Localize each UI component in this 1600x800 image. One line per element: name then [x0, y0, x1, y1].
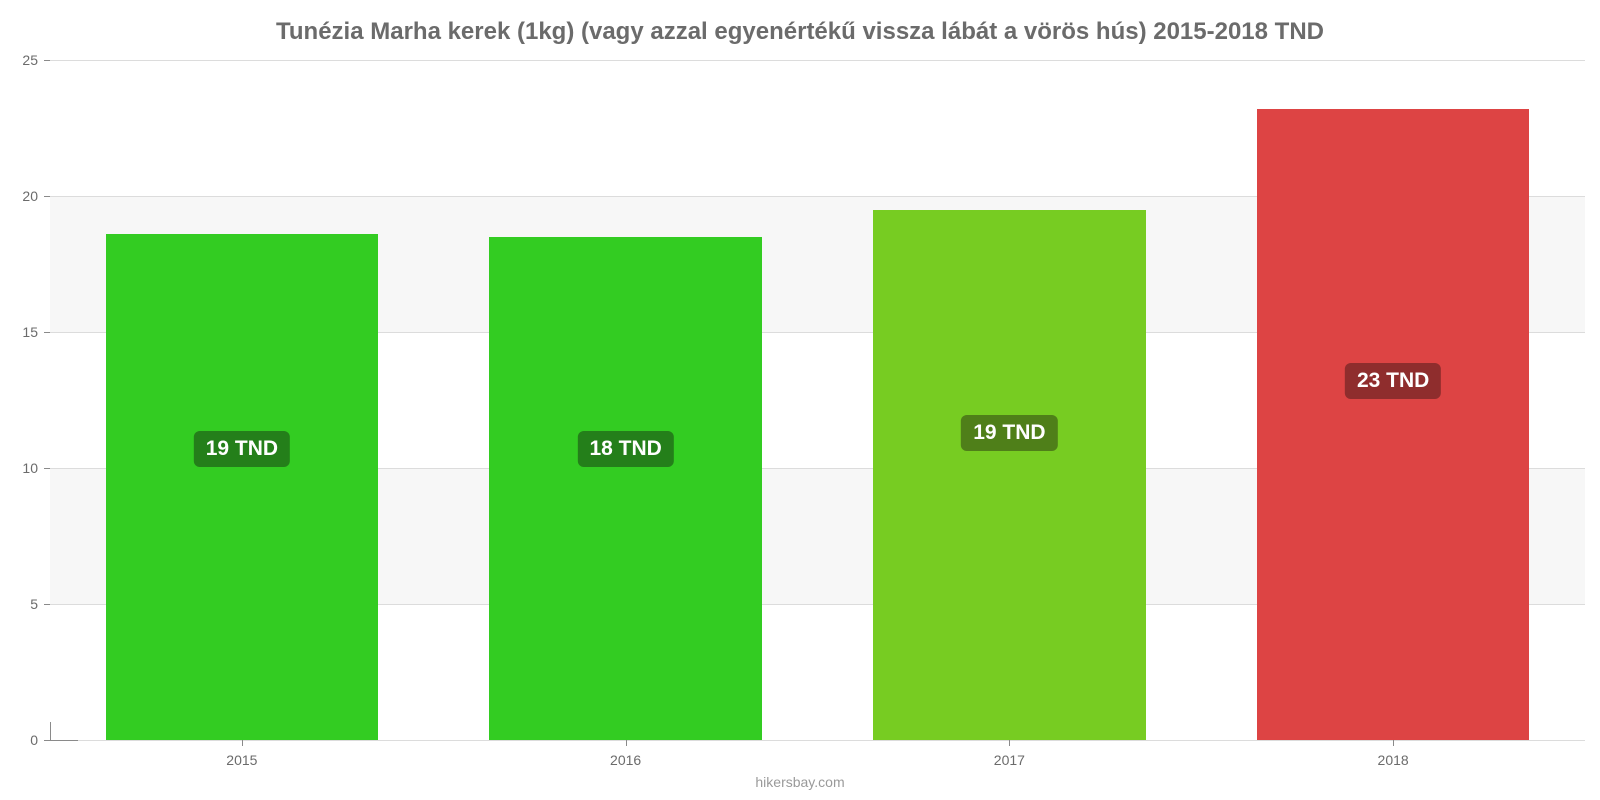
x-axis-tickmark [626, 740, 627, 746]
source-attribution: hikersbay.com [0, 774, 1600, 790]
bar [489, 237, 761, 740]
bar-chart: Tunézia Marha kerek (1kg) (vagy azzal eg… [0, 0, 1600, 800]
x-axis-tickmark [1393, 740, 1394, 746]
y-axis-tickmark [44, 468, 50, 469]
x-tick-label: 2015 [226, 752, 257, 768]
gridline [50, 60, 1585, 61]
plot-area: 051015202519 TND201518 TND201619 TND2017… [50, 60, 1585, 740]
y-axis-tickmark [44, 60, 50, 61]
bar [873, 210, 1145, 740]
y-axis-tickmark [44, 196, 50, 197]
bar-value-label: 23 TND [1345, 363, 1441, 399]
x-tick-label: 2016 [610, 752, 641, 768]
bar-value-label: 19 TND [961, 415, 1057, 451]
y-axis-line [50, 722, 51, 740]
y-axis-tickmark [44, 604, 50, 605]
x-tick-label: 2017 [994, 752, 1025, 768]
y-axis-tickmark [44, 332, 50, 333]
x-axis-tickmark [242, 740, 243, 746]
x-axis-tickmark [1009, 740, 1010, 746]
bar-value-label: 19 TND [194, 431, 290, 467]
gridline [50, 740, 1585, 741]
bar [1257, 109, 1529, 740]
bar [106, 234, 378, 740]
x-tick-label: 2018 [1378, 752, 1409, 768]
chart-title: Tunézia Marha kerek (1kg) (vagy azzal eg… [0, 18, 1600, 46]
bar-value-label: 18 TND [577, 431, 673, 467]
x-axis-line [50, 740, 78, 741]
